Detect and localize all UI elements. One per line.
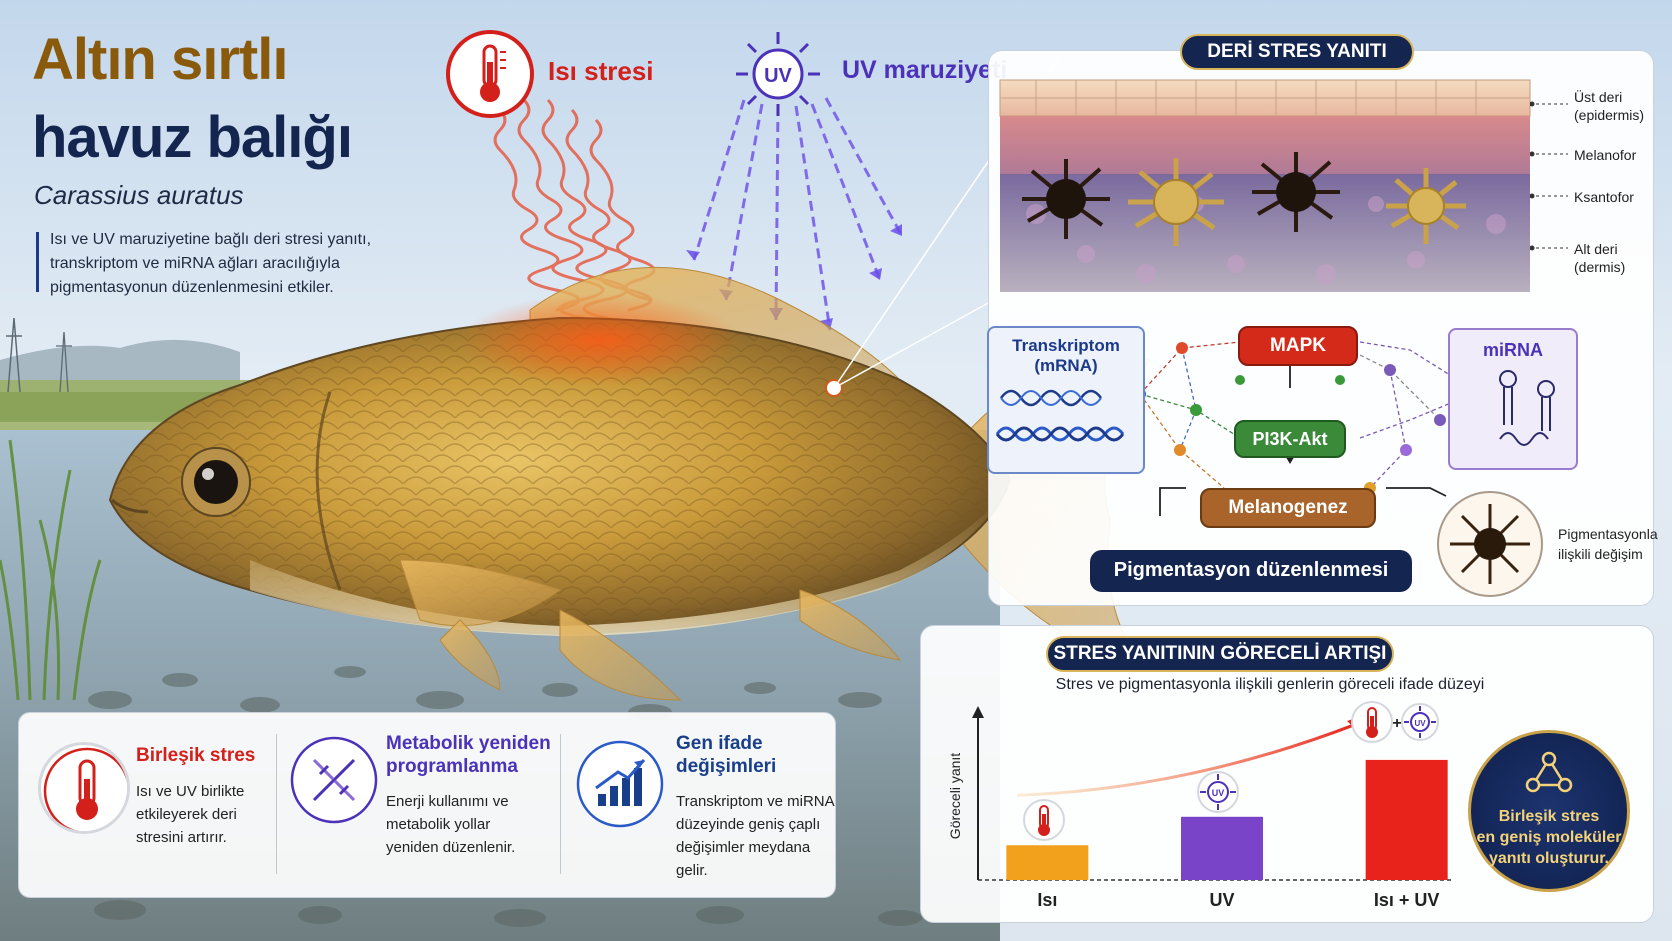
transcriptome-label-line1: Transkriptom bbox=[1012, 336, 1120, 355]
layer-callout-lines bbox=[1530, 101, 1568, 251]
melanophore-label: Melanofor bbox=[1574, 147, 1637, 163]
heat-stress-label: Isı stresi bbox=[548, 56, 654, 86]
uv-badge-text-2: UV bbox=[1414, 719, 1426, 728]
x-tick-label-1: UV bbox=[1209, 890, 1234, 910]
uv-icon-text: UV bbox=[764, 65, 792, 87]
summary-divider-1 bbox=[276, 734, 277, 874]
mirna-hairpin-icon bbox=[1499, 370, 1555, 446]
thermometer-icon bbox=[1038, 805, 1050, 836]
summary-item-3-title: Gen ifade değişimleri bbox=[676, 733, 777, 777]
uv-exposure-badge: UV bbox=[736, 32, 820, 116]
gene-expression-icon-circle bbox=[576, 740, 664, 828]
transcriptome-label-line2: (mRNA) bbox=[1034, 356, 1098, 375]
x-tick-label-0: Isı bbox=[1037, 890, 1057, 910]
pigmentation-regulation-node: Pigmentasyon düzenlenmesi bbox=[1090, 550, 1412, 592]
plus-sign: + bbox=[1392, 715, 1401, 732]
thermometer-icon bbox=[1366, 707, 1378, 738]
skin-cross-section bbox=[999, 79, 1531, 292]
mirna-box: miRNA bbox=[1448, 328, 1578, 470]
summary-item-2-title: Metabolik yeniden programlanma bbox=[386, 733, 551, 777]
conclusion-line2: en geniş moleküler bbox=[1476, 829, 1622, 846]
bar-1 bbox=[1181, 816, 1263, 880]
x-tick-label-2: Isı + UV bbox=[1374, 890, 1440, 910]
bar-0 bbox=[1006, 845, 1089, 880]
uv-sun-icon bbox=[1404, 706, 1436, 738]
summary-panel bbox=[18, 712, 836, 898]
growth-chart-icon bbox=[595, 759, 646, 806]
xanthophore-label: Ksantofor bbox=[1574, 189, 1634, 205]
dna-icon bbox=[312, 758, 356, 802]
chart-title: STRES YANITININ GÖRECELİ ARTIŞI bbox=[1046, 636, 1394, 672]
heat-bar-badge bbox=[1023, 799, 1065, 841]
conclusion-line1: Birleşik stres bbox=[1498, 808, 1600, 825]
y-axis-label: Göreceli yanıt bbox=[947, 753, 963, 839]
bar-2 bbox=[1365, 759, 1448, 880]
melanogenesis-node: Melanogenez bbox=[1200, 488, 1376, 528]
pigment-cell-icon bbox=[1437, 491, 1543, 597]
title-line-1: Altın sırtlı bbox=[32, 27, 288, 92]
uv-bar-badge: UV bbox=[1197, 771, 1239, 813]
dermis-label-line2: (dermis) bbox=[1574, 259, 1626, 275]
summary-item-1-text: Isı ve UV birlikte etkileyerek deri stre… bbox=[136, 783, 245, 846]
summary-divider-2 bbox=[560, 734, 561, 874]
epidermis-label-line1: Üst deri bbox=[1574, 89, 1623, 105]
scientific-name: Carassius auratus bbox=[34, 180, 244, 210]
dermis-label-line1: Alt deri bbox=[1574, 241, 1618, 257]
skin-panel-title: DERİ STRES YANITI bbox=[1180, 34, 1414, 70]
pigment-change-label: Pigmentasyonla ilişkili değişim bbox=[1558, 524, 1658, 564]
thermometer-icon bbox=[76, 759, 98, 820]
mirna-label: miRNA bbox=[1482, 340, 1543, 360]
uv-badge-text: UV bbox=[1212, 788, 1225, 798]
transcriptome-box: Transkriptom (mRNA) bbox=[987, 326, 1145, 474]
epidermis-label-line2: (epidermis) bbox=[1574, 107, 1645, 123]
mrna-strand-icon bbox=[995, 389, 1125, 442]
summary-item-3-text: Transkriptom ve miRNA düzeyinde geniş ça… bbox=[676, 793, 834, 879]
summary-item-2-text: Enerji kullanımı ve metabolik yollar yen… bbox=[386, 793, 516, 856]
trend-arrow bbox=[1017, 722, 1358, 797]
mapk-node: MAPK bbox=[1238, 326, 1358, 366]
heat-stress-badge bbox=[446, 30, 534, 118]
summary-item-1-title: Birleşik stres bbox=[136, 745, 256, 766]
y-axis-arrow bbox=[972, 706, 984, 718]
dermis-label: Alt deri (dermis) bbox=[1574, 240, 1625, 276]
uv-rays bbox=[692, 97, 904, 331]
epidermis-label: Üst deri (epidermis) bbox=[1574, 88, 1644, 124]
combined-stress-icon-circle bbox=[38, 742, 130, 834]
uv-exposure-label: UV maruziyeti bbox=[842, 56, 1008, 84]
uv-sun-icon bbox=[1200, 774, 1236, 810]
description-text: Isı ve UV maruziyetine bağlı deri stresi… bbox=[50, 231, 372, 296]
pigment-change-line2: ilişkili değişim bbox=[1558, 546, 1643, 562]
metabolic-icon-circle bbox=[290, 736, 378, 824]
conclusion-badge: Birleşik stres en geniş moleküler yanıtı… bbox=[1468, 730, 1630, 892]
combined-bar-badge: + UV bbox=[1351, 701, 1439, 743]
description-accent-bar bbox=[36, 232, 39, 292]
pi3k-akt-node: PI3K-Akt bbox=[1234, 420, 1346, 458]
bar-chart: Göreceli yanıt Isı UV Isı + UV bbox=[947, 706, 1454, 910]
pigment-change-line1: Pigmentasyonla bbox=[1558, 526, 1658, 542]
conclusion-line3: yanıtı oluşturur. bbox=[1488, 850, 1609, 867]
molecule-icon bbox=[1525, 751, 1573, 793]
thermometer-icon bbox=[480, 44, 506, 102]
chart-subtitle: Stres ve pigmentasyonla ilişkili genleri… bbox=[1055, 676, 1485, 693]
title-line-2: havuz balığı bbox=[32, 105, 353, 170]
uv-sun-icon bbox=[736, 32, 820, 116]
